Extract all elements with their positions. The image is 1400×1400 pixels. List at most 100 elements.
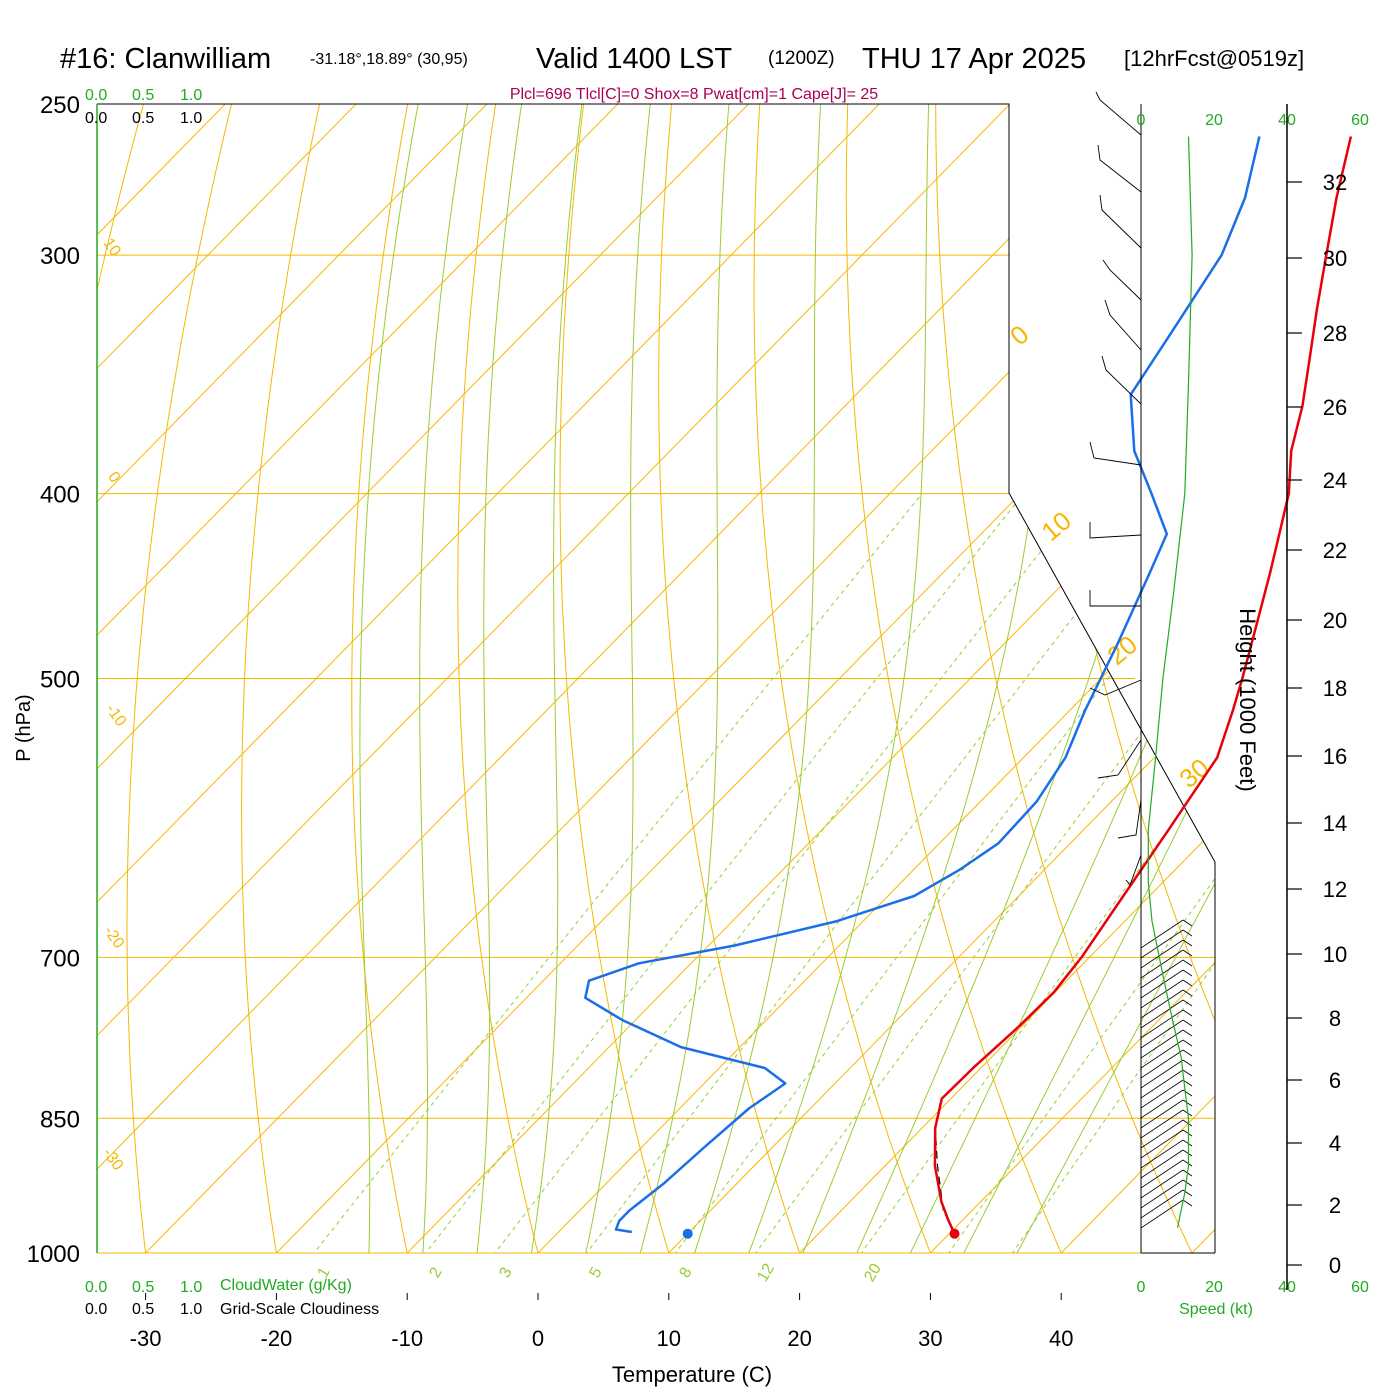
wind-barb xyxy=(1099,194,1142,249)
isotherm-line xyxy=(97,104,390,1253)
valid-time: Valid 1400 LST xyxy=(536,43,732,75)
isotherm-line xyxy=(97,104,1044,1253)
speed-top-tick-3: 60 xyxy=(1351,112,1369,129)
cloud-bottom-black-2: 1.0 xyxy=(180,1301,202,1318)
wind-barb xyxy=(1140,1009,1193,1039)
mixing-ratio-line xyxy=(555,493,1170,1253)
height-tick-label: 16 xyxy=(1323,744,1347,769)
moist-adiabat-line xyxy=(942,104,1215,1253)
cloud-bottom-green-2: 1.0 xyxy=(180,1279,202,1296)
x-axis-label: Temperature (C) xyxy=(612,1362,772,1387)
surface-temperature-dot xyxy=(949,1228,960,1239)
wind-barb xyxy=(1140,1089,1193,1119)
wind-barb xyxy=(1097,144,1142,193)
cloud-top-green-1: 0.5 xyxy=(132,87,154,104)
height-tick-label: 12 xyxy=(1323,877,1347,902)
dry-adiabat-label: 30 xyxy=(1173,752,1214,794)
moist-adiabat-line xyxy=(524,104,587,1253)
cloudwater-label: CloudWater (g/Kg) xyxy=(220,1277,352,1294)
station-coords: -31.18°,18.89° (30,95) xyxy=(310,51,468,68)
cloud-top-black-2: 1.0 xyxy=(180,110,202,127)
mixing-ratio-line xyxy=(393,493,1024,1253)
wind-barb xyxy=(1140,1029,1193,1059)
dry-adiabat-label: -10 xyxy=(102,701,129,730)
mixing-ratio-label: 3 xyxy=(497,1265,516,1281)
cloud-bottom-black-1: 0.5 xyxy=(132,1301,154,1318)
wind-barb xyxy=(1101,355,1142,405)
isotherm-line xyxy=(97,104,521,1253)
speed-top-tick-0: 0 xyxy=(1137,112,1146,129)
moist-adiabat-line xyxy=(628,104,733,1253)
zulu-time: (1200Z) xyxy=(768,48,835,69)
x-tick-label: 0 xyxy=(532,1326,544,1351)
cloud-top-black-0: 0.0 xyxy=(85,110,107,127)
dry-adiabat-label: 10 xyxy=(1035,505,1076,547)
y-axis-label: P (hPa) xyxy=(13,694,35,761)
dry-adiabat-line xyxy=(1196,104,1215,1253)
isotherm-line xyxy=(105,104,1215,1253)
moist-adiabat-line xyxy=(576,104,655,1253)
wind-barb xyxy=(1140,1129,1193,1159)
station-title: #16: Clanwilliam xyxy=(60,43,271,75)
forecast-info: [12hrFcst@0519z] xyxy=(1124,46,1304,71)
moist-adiabat-line xyxy=(681,104,823,1253)
wind-barb xyxy=(1117,799,1142,839)
wind-barb xyxy=(1125,854,1142,886)
pressure-tick-label: 400 xyxy=(40,482,80,509)
wind-barb xyxy=(1140,919,1193,949)
isotherm-line xyxy=(759,104,1215,1253)
wind-panel: 0 20 40 60 0 20 40 60 Speed (kt) xyxy=(1089,91,1369,1318)
pressure-tick-label: 500 xyxy=(40,667,80,694)
wind-barb xyxy=(1140,1179,1193,1209)
height-tick-label: 8 xyxy=(1329,1006,1341,1031)
dewpoint-profile xyxy=(584,136,1261,1234)
height-tick-label: 20 xyxy=(1323,608,1347,633)
wind-barb xyxy=(1140,979,1193,1009)
wind-barb xyxy=(1089,590,1141,607)
mixing-ratio-line xyxy=(919,493,1215,1253)
x-tick-label: 10 xyxy=(657,1326,681,1351)
valid-date: THU 17 Apr 2025 xyxy=(862,43,1086,75)
height-tick-label: 4 xyxy=(1329,1131,1341,1156)
speed-bottom-tick-3: 60 xyxy=(1351,1279,1369,1296)
wind-barb xyxy=(1140,1059,1193,1089)
speed-bottom-tick-0: 0 xyxy=(1137,1279,1146,1296)
height-tick-label: 6 xyxy=(1329,1068,1341,1093)
wind-barb xyxy=(1140,929,1193,959)
height-tick-label: 24 xyxy=(1323,468,1347,493)
x-tick-label: 40 xyxy=(1049,1326,1073,1351)
isotherm-line xyxy=(97,104,913,1253)
wind-barb xyxy=(1097,739,1142,779)
dry-adiabat-line xyxy=(241,104,328,1253)
mixing-ratio-line xyxy=(725,493,1215,1253)
height-tick-label: 2 xyxy=(1329,1193,1341,1218)
temperature-profile xyxy=(933,136,1353,1235)
x-tick-label: 30 xyxy=(918,1326,942,1351)
cloudiness-label: Grid-Scale Cloudiness xyxy=(220,1301,379,1318)
height-tick-label: 18 xyxy=(1323,676,1347,701)
wind-barb xyxy=(1140,1139,1193,1169)
isotherm-line xyxy=(890,104,1215,1253)
mixing-ratio-line xyxy=(281,493,923,1253)
wind-speed-line xyxy=(1147,136,1193,1228)
height-tick-label: 32 xyxy=(1323,170,1347,195)
isobar-lines xyxy=(97,103,1215,1254)
moist-adiabat-line xyxy=(359,104,425,1253)
moist-adiabat-line xyxy=(785,104,1058,1253)
wind-barb xyxy=(1140,1069,1193,1099)
height-tick-label: 22 xyxy=(1323,538,1347,563)
height-tick-label: 10 xyxy=(1323,942,1347,967)
dry-adiabat-line xyxy=(753,104,947,1253)
wind-barb xyxy=(1140,1199,1193,1229)
x-tick-label: -10 xyxy=(391,1326,423,1351)
isotherm-line xyxy=(498,104,1215,1253)
mixing-ratio-label: 8 xyxy=(677,1265,696,1281)
mixing-ratio-line xyxy=(831,493,1215,1253)
wind-barb xyxy=(1104,299,1142,351)
sounding-profiles xyxy=(584,136,1353,1239)
wind-barb xyxy=(1089,522,1142,539)
thermo-background xyxy=(97,70,1400,1293)
dry-adiabat-line xyxy=(1371,70,1400,1293)
